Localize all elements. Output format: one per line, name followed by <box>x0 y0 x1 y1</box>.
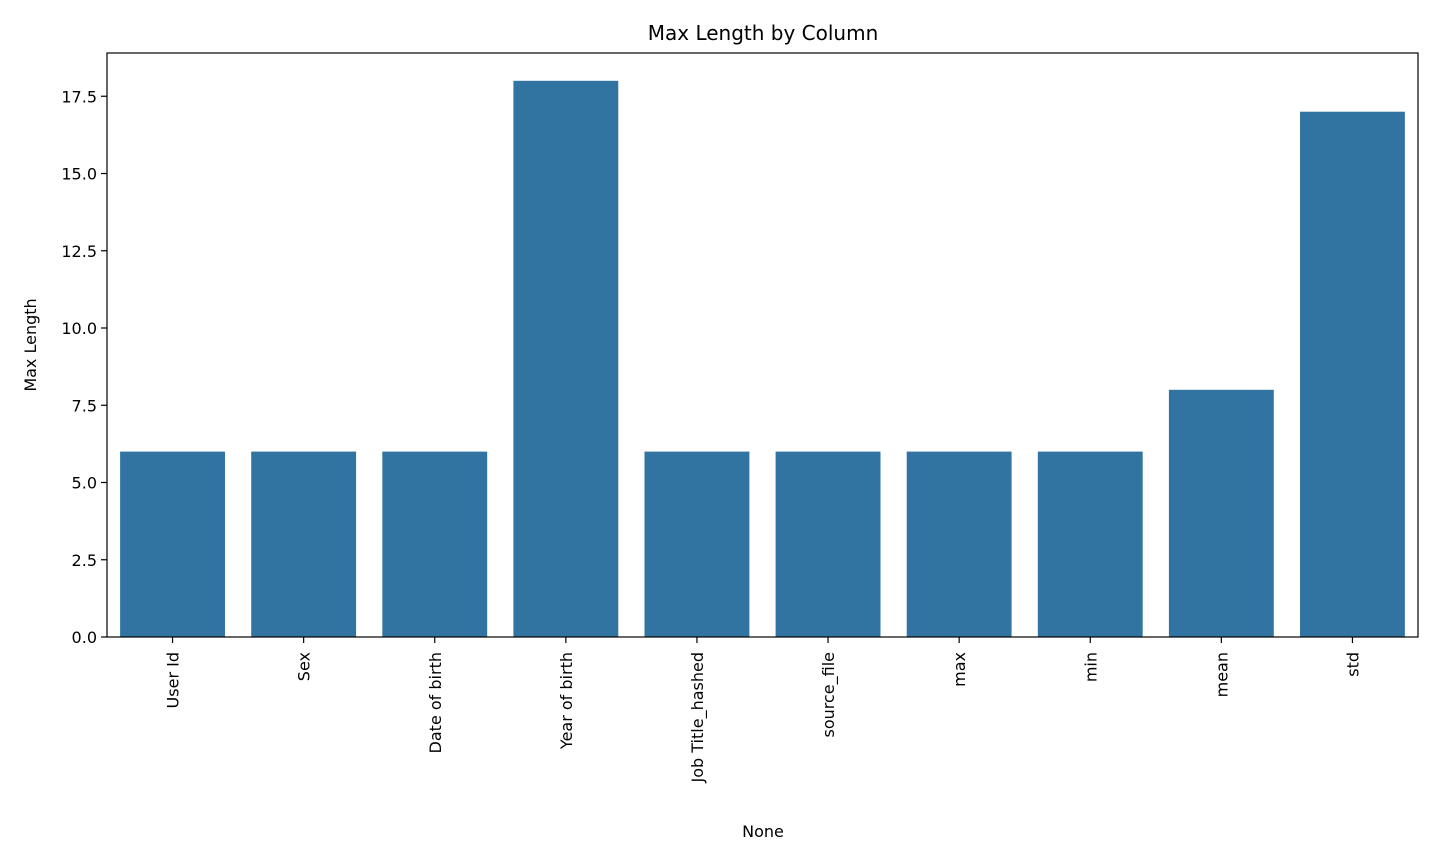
y-axis-label: Max Length <box>21 298 40 391</box>
x-tick-label: Job Title_hashed <box>688 652 708 783</box>
bar-sex <box>251 451 357 637</box>
x-tick-label: source_file <box>819 652 839 738</box>
bar-max <box>906 451 1012 637</box>
bar-user-id <box>120 451 225 637</box>
y-tick-label: 15.0 <box>61 165 97 184</box>
bar-mean <box>1168 389 1274 637</box>
x-tick-label: mean <box>1212 652 1231 697</box>
y-tick-label: 7.5 <box>72 396 97 415</box>
x-tick-label: User Id <box>164 652 183 708</box>
bar-year-of-birth <box>513 80 619 638</box>
y-tick-label: 2.5 <box>72 551 97 570</box>
y-tick-label: 12.5 <box>61 242 97 261</box>
x-tick-label: Date of birth <box>426 652 445 753</box>
x-tick-label: min <box>1081 652 1100 682</box>
bar-date-of-birth <box>382 451 488 637</box>
x-tick-label: Sex <box>295 652 314 681</box>
y-tick-label: 10.0 <box>61 319 97 338</box>
bar-std <box>1300 111 1405 638</box>
chart-title: Max Length by Column <box>648 21 879 45</box>
y-tick-label: 5.0 <box>72 474 97 493</box>
bar-job-title-hashed <box>644 451 750 637</box>
y-axis-ticks: 0.0 2.5 5.0 7.5 10.0 12.5 15.0 17.5 <box>61 87 107 647</box>
x-tick-label: Year of birth <box>557 652 576 750</box>
x-tick-label: max <box>950 652 969 687</box>
x-axis-ticks: User Id Sex Date of birth Year of birth Job … <box>164 637 1362 783</box>
bars-group <box>120 80 1405 638</box>
bar-min <box>1037 451 1143 637</box>
y-tick-label: 0.0 <box>72 628 97 647</box>
x-axis-label: None <box>742 822 784 841</box>
plot-area-frame <box>106 52 1419 638</box>
x-tick-label: std <box>1343 652 1362 677</box>
y-tick-label: 17.5 <box>61 87 97 106</box>
bar-source-file <box>775 451 881 637</box>
